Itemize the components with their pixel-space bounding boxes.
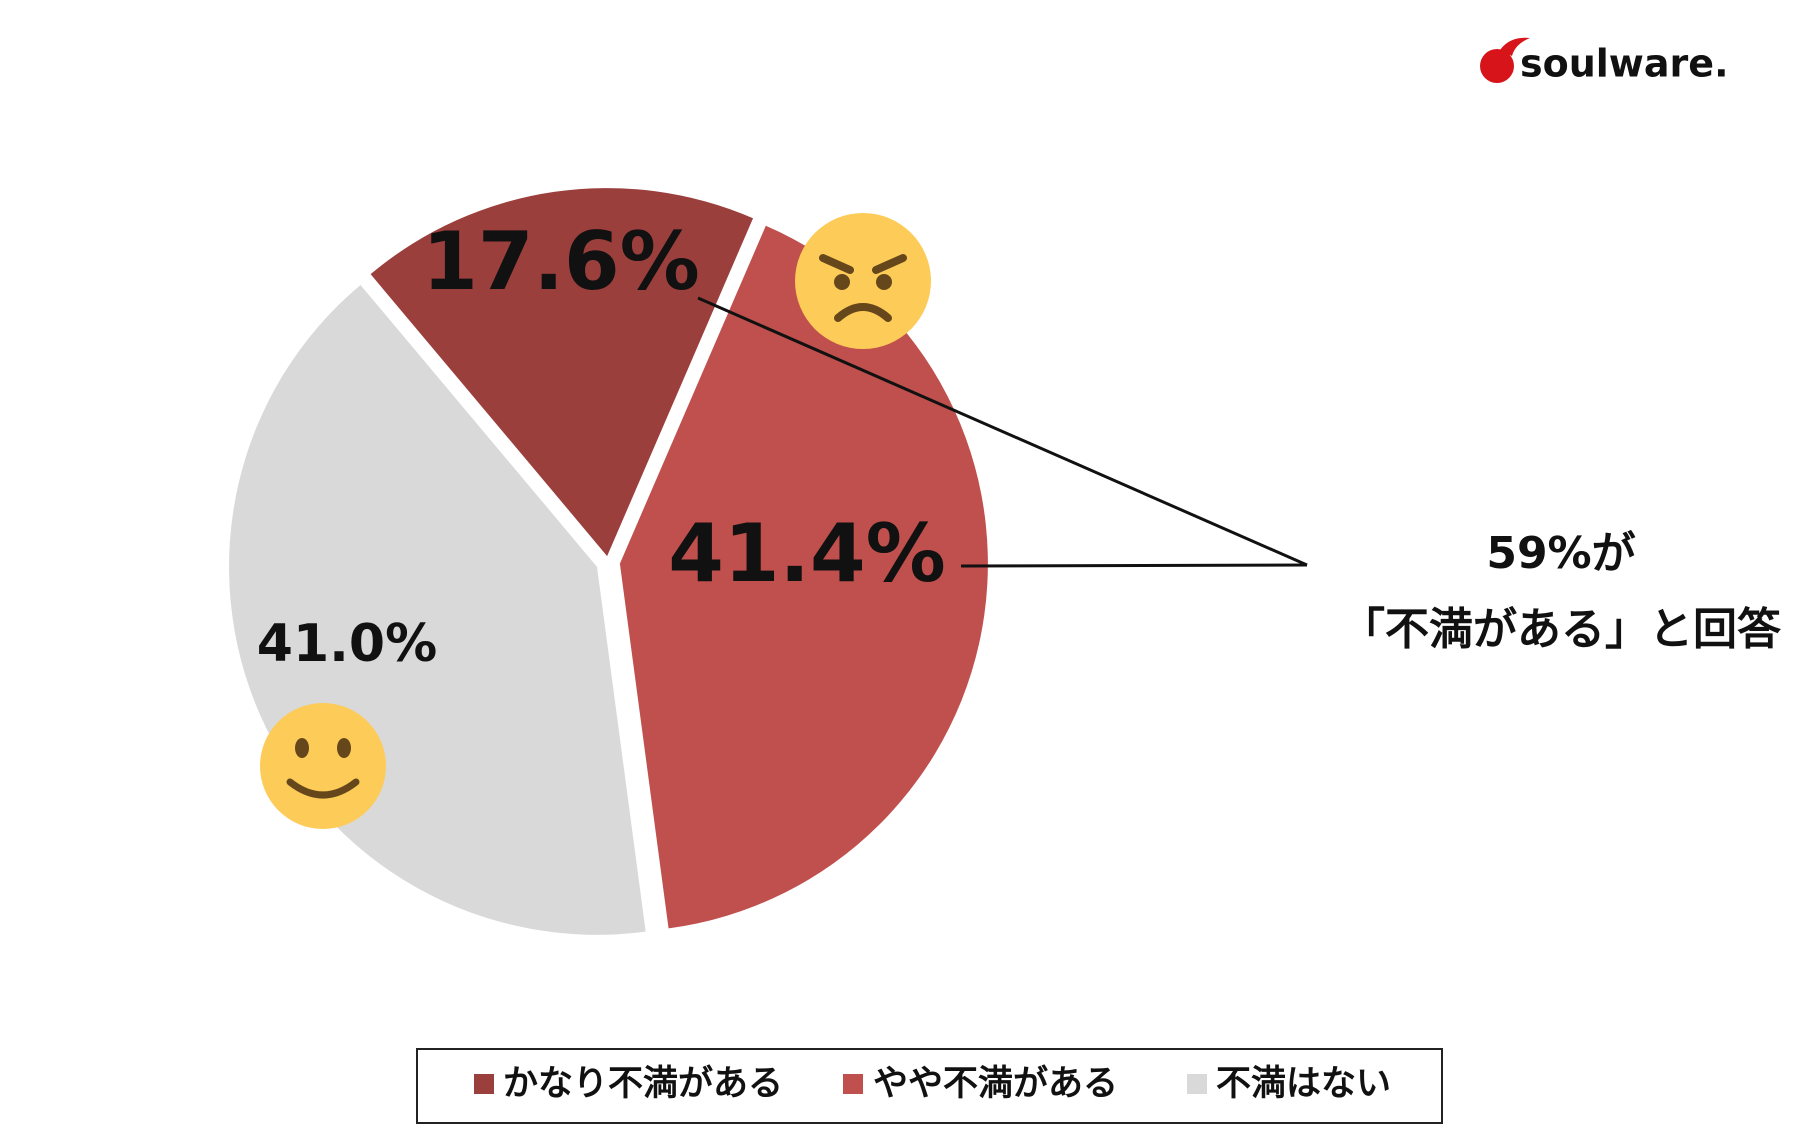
angry-emoji	[795, 213, 931, 349]
logo: soulware.	[1480, 37, 1729, 86]
pie-slice	[619, 225, 988, 929]
legend-swatch	[474, 1074, 494, 1094]
data-label: 41.4%	[668, 507, 946, 600]
legend-label: かなり不満がある	[503, 1064, 783, 1104]
legend-swatch	[843, 1074, 863, 1094]
annotation: 「不満がある」と回答	[1341, 604, 1782, 655]
pie-slice	[370, 188, 754, 557]
callout-line	[960, 563, 1308, 568]
smile-emoji	[260, 703, 386, 829]
logo-flame	[1500, 37, 1530, 56]
data-label: 17.6%	[422, 215, 700, 308]
data-label: 41.0%	[257, 614, 437, 674]
legend-swatch	[1187, 1074, 1207, 1094]
legend-box	[416, 1048, 1443, 1124]
callout-line	[697, 296, 1308, 567]
annotation: 59%が	[1486, 528, 1635, 579]
legend: かなり不満がある やや不満がある 不満はない	[474, 1064, 1391, 1104]
legend-label: 不満はない	[1216, 1064, 1391, 1104]
logo-icon	[1480, 49, 1514, 83]
legend-label: やや不満がある	[873, 1064, 1118, 1104]
logo-text: soulware.	[1520, 42, 1729, 86]
